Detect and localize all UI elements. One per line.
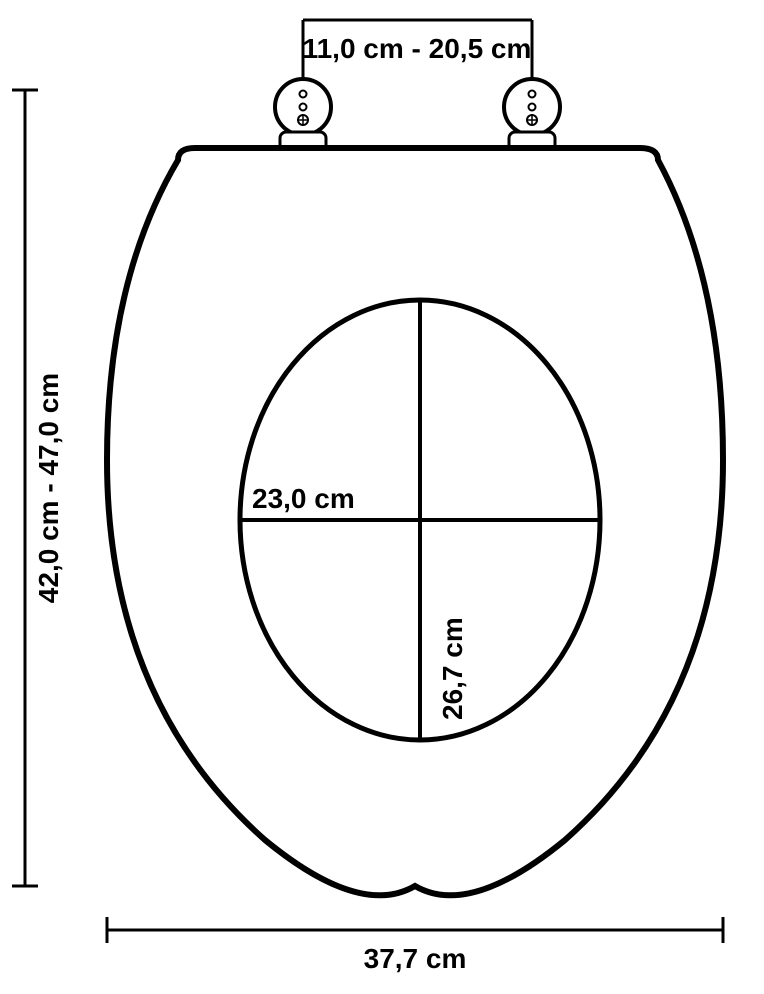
hinge-right bbox=[504, 79, 560, 135]
hinge-left bbox=[275, 79, 331, 135]
length-dimension: 42,0 cm - 47,0 cm bbox=[12, 90, 64, 886]
hinge-spacing-label: 11,0 cm - 20,5 cm bbox=[303, 33, 532, 64]
length-label: 42,0 cm - 47,0 cm bbox=[33, 373, 64, 603]
hinge-spacing-dimension: 11,0 cm - 20,5 cm bbox=[303, 20, 532, 80]
inner-width-label: 23,0 cm bbox=[252, 483, 355, 514]
toilet-seat-diagram: 11,0 cm - 20,5 cm 23,0 cm 26,7 cm bbox=[0, 0, 764, 994]
diagram-container: 11,0 cm - 20,5 cm 23,0 cm 26,7 cm bbox=[0, 0, 764, 994]
inner-length-label: 26,7 cm bbox=[437, 617, 468, 720]
width-dimension: 37,7 cm bbox=[107, 917, 723, 974]
inner-opening bbox=[240, 300, 600, 740]
width-label: 37,7 cm bbox=[364, 943, 467, 974]
